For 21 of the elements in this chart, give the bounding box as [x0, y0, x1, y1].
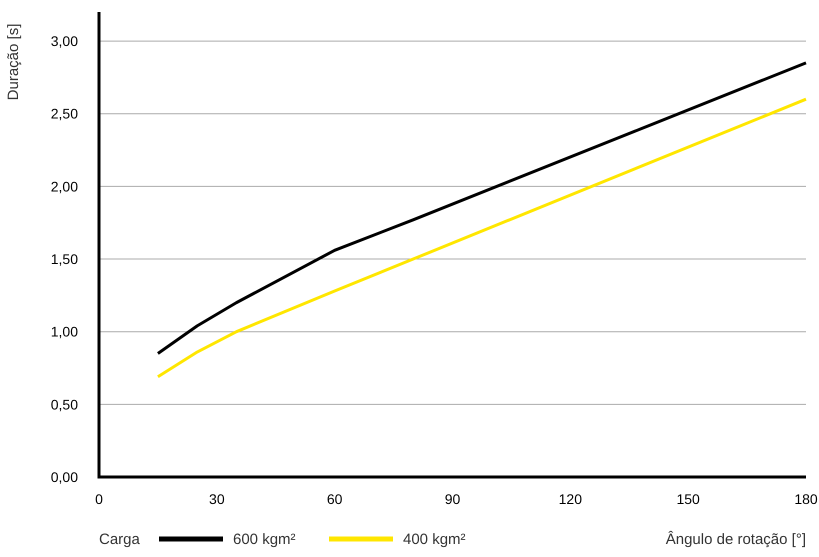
x-tick-label: 180 — [794, 491, 818, 507]
y-tick-label: 2,00 — [50, 178, 78, 194]
y-tick-label: 1,00 — [50, 324, 78, 340]
y-tick-label: 2,50 — [50, 106, 78, 122]
x-tick-label: 0 — [95, 491, 104, 507]
line-series — [156, 98, 808, 378]
x-tick-label: 30 — [209, 491, 225, 507]
y-tick-label: 3,00 — [50, 33, 78, 50]
legend-label: 600 kgm² — [233, 531, 296, 548]
y-tick-label: 0,00 — [50, 469, 78, 485]
line-series — [156, 61, 808, 355]
x-tick-label: 60 — [326, 491, 343, 507]
y-tick-label: 0,50 — [50, 396, 78, 412]
legend-label: 400 kgm² — [403, 531, 466, 548]
y-tick-label: 1,50 — [50, 251, 78, 268]
legend-title: Carga — [99, 531, 141, 548]
x-tick-label: 120 — [558, 491, 582, 507]
x-tick-label: 150 — [676, 491, 700, 507]
y-axis-title: Duração [s] — [5, 24, 22, 100]
x-tick-label: 90 — [444, 491, 460, 507]
x-axis-title: Ângulo de rotação [°] — [666, 530, 806, 548]
